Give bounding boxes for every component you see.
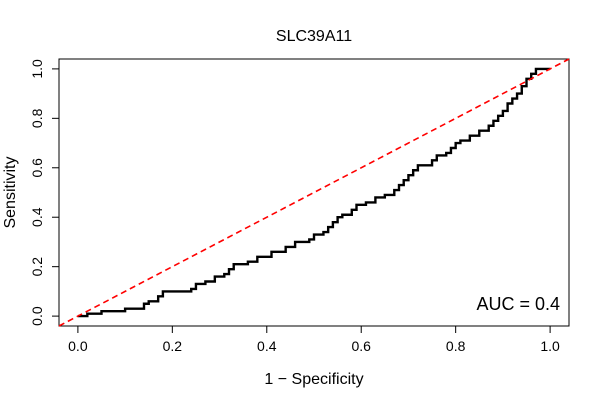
x-axis-label: 1 − Specificity	[264, 371, 363, 388]
y-tick-label: 0.0	[29, 306, 45, 326]
y-tick-label: 0.8	[29, 108, 45, 128]
y-tick-label: 0.2	[29, 257, 45, 277]
y-axis-label: Sensitivity	[2, 156, 19, 228]
reference-diagonal-line	[58, 58, 570, 327]
series-layer	[58, 58, 570, 327]
auc-annotation: AUC = 0.4	[476, 294, 560, 314]
roc-curve-line	[77, 67, 551, 318]
x-axis: 0.0 0.2 0.4 0.6 0.8 1.0	[68, 326, 560, 354]
x-tick-label: 0.8	[446, 338, 466, 354]
x-tick-label: 0.4	[257, 338, 277, 354]
x-tick-label: 0.6	[351, 338, 371, 354]
y-tick-label: 1.0	[29, 59, 45, 79]
x-tick-label: 1.0	[540, 338, 560, 354]
chart-title: SLC39A11	[276, 28, 352, 45]
y-tick-label: 0.4	[29, 207, 45, 227]
y-tick-label: 0.6	[29, 158, 45, 178]
y-axis: 0.0 0.2 0.4 0.6 0.8 1.0	[29, 59, 59, 326]
x-tick-label: 0.2	[163, 338, 183, 354]
x-tick-label: 0.0	[68, 338, 88, 354]
plot-frame	[58, 58, 570, 327]
